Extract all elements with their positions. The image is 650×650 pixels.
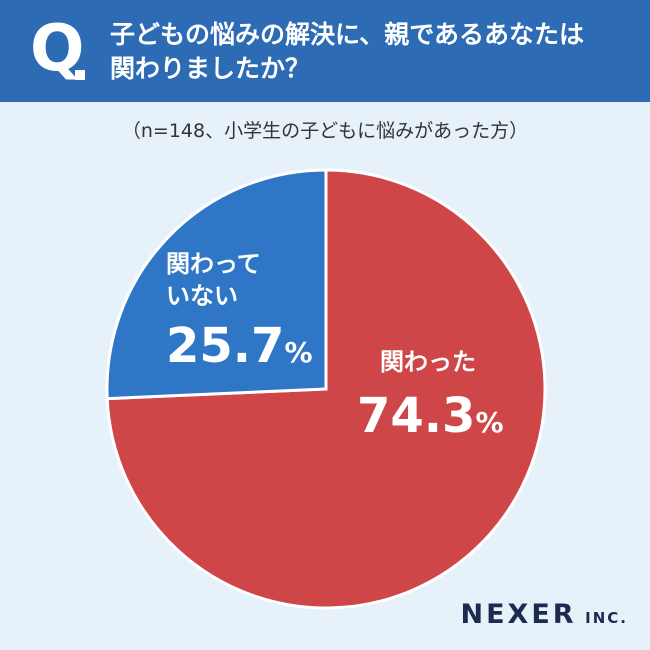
brand-suffix: INC. <box>585 609 628 627</box>
question-line-2: 関わりましたか？ <box>110 54 311 83</box>
value-kakawatta: 74.3 <box>357 388 475 444</box>
pie-slice-kakawatteinai <box>105 168 328 401</box>
slice-label-kakawatta: 関わった <box>380 348 476 376</box>
slice-value-kakawatteinai: 25.7% <box>166 318 313 374</box>
slice-label-kakawatteinai-line2: いない <box>166 282 238 310</box>
q-dot <box>75 70 85 80</box>
brand-name: NEXER <box>460 599 577 630</box>
unit-kakawatteinai: % <box>284 336 312 369</box>
slice-label-kakawatteinai-line1: 関わって <box>166 250 261 278</box>
header-banner: Q 子どもの悩みの解決に、親であるあなたは 関わりましたか？ <box>0 0 650 102</box>
value-kakawatteinai: 25.7 <box>166 318 284 374</box>
sample-note: （n=148、小学生の子どもに悩みがあった方） <box>121 120 529 142</box>
brand-logo: NEXER INC. <box>460 599 628 630</box>
unit-kakawatta: % <box>475 406 503 439</box>
question-text: 子どもの悩みの解決に、親であるあなたは 関わりましたか？ <box>110 18 630 86</box>
question-line-1: 子どもの悩みの解決に、親であるあなたは <box>110 20 585 49</box>
slice-value-kakawatta: 74.3% <box>357 388 504 444</box>
